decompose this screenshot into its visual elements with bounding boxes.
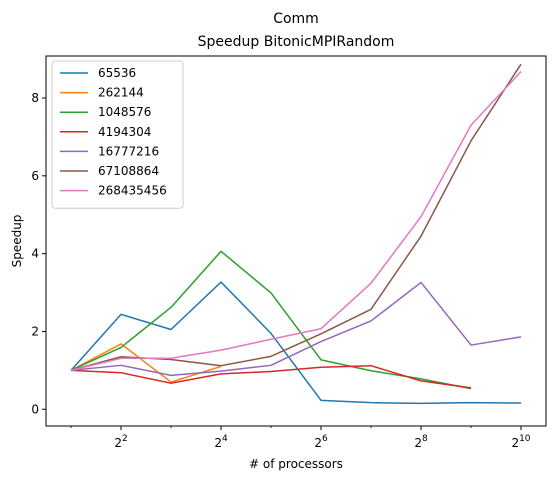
x-axis-label: # of processors <box>249 457 343 471</box>
legend: 65536 262144 1048576 4194304 16777216 6710886… <box>51 60 184 209</box>
y-tick-label: 2 <box>31 324 39 338</box>
legend-label: 4194304 <box>98 125 151 139</box>
x-tick-base: 2 <box>414 436 422 450</box>
series-line-268435456 <box>70 71 522 372</box>
y-axis: 0 2 4 6 8 <box>31 91 46 416</box>
legend-label: 268435456 <box>98 184 167 198</box>
legend-label: 1048576 <box>98 105 151 119</box>
x-tick-exponent: 4 <box>222 434 228 444</box>
y-tick-label: 0 <box>31 402 39 416</box>
x-tick-exponent: 8 <box>422 434 428 444</box>
x-tick-base: 2 <box>214 436 222 450</box>
x-tick-base: 2 <box>114 436 122 450</box>
series-line-262144 <box>70 343 222 383</box>
legend-label: 16777216 <box>98 144 159 158</box>
x-tick-label: 28 <box>414 434 428 450</box>
y-axis-label: Speedup <box>10 215 24 268</box>
x-tick-label: 24 <box>214 434 228 450</box>
chart-subtitle: Speedup BitonicMPIRandom <box>198 34 395 50</box>
x-axis: 22 24 26 28 210 <box>70 426 531 450</box>
x-tick-label: 26 <box>314 434 328 450</box>
x-tick-base: 2 <box>511 436 519 450</box>
x-tick-exponent: 10 <box>519 434 531 444</box>
legend-label: 67108864 <box>98 164 159 178</box>
legend-label: 65536 <box>98 66 136 80</box>
y-tick-label: 8 <box>31 91 39 105</box>
series-line-16777216 <box>70 281 522 377</box>
legend-label: 262144 <box>98 86 144 100</box>
x-tick-label: 22 <box>114 434 127 450</box>
x-tick-exponent: 2 <box>122 434 128 444</box>
series-line-4194304 <box>70 364 472 389</box>
y-tick-label: 4 <box>31 247 39 261</box>
x-tick-base: 2 <box>314 436 322 450</box>
x-tick-exponent: 6 <box>322 434 328 444</box>
y-tick-label: 6 <box>31 169 39 183</box>
series-line-65536 <box>70 281 522 405</box>
x-tick-label: 210 <box>511 434 530 450</box>
series-layer <box>70 63 522 405</box>
plot-frame <box>45 55 547 427</box>
chart-title: Comm <box>273 11 319 27</box>
